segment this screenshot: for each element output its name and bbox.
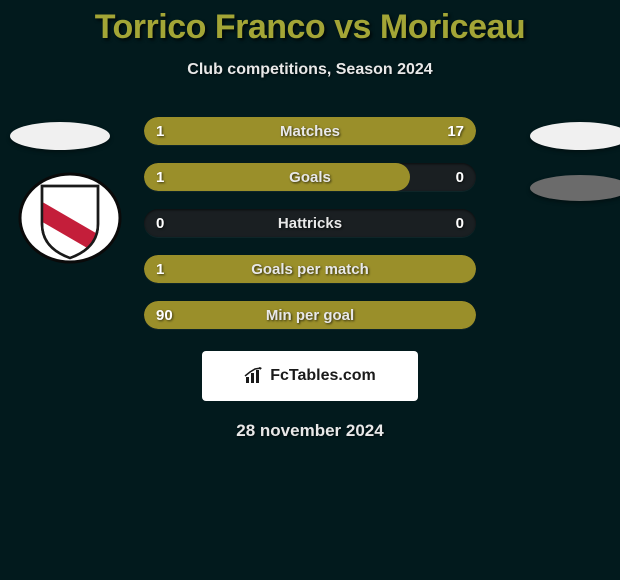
chart-icon	[244, 367, 266, 385]
stat-label: Min per goal	[144, 301, 476, 329]
fctables-watermark: FcTables.com	[202, 351, 418, 401]
player-marker-right-top	[530, 122, 620, 150]
stat-row: 10Goals	[144, 163, 476, 191]
stat-row: 90Min per goal	[144, 301, 476, 329]
subtitle: Club competitions, Season 2024	[0, 61, 620, 79]
stat-row: 117Matches	[144, 117, 476, 145]
stat-row: 1Goals per match	[144, 255, 476, 283]
stat-label: Goals	[144, 163, 476, 191]
stat-label: Goals per match	[144, 255, 476, 283]
comparison-title: Torrico Franco vs Moriceau	[0, 8, 620, 47]
player-marker-right-bottom	[530, 175, 620, 201]
stat-label: Hattricks	[144, 209, 476, 237]
player-marker-left	[10, 122, 110, 150]
stat-row: 00Hattricks	[144, 209, 476, 237]
date: 28 november 2024	[0, 421, 620, 441]
fctables-label: FcTables.com	[270, 367, 376, 385]
club-badge	[18, 166, 122, 270]
stat-label: Matches	[144, 117, 476, 145]
